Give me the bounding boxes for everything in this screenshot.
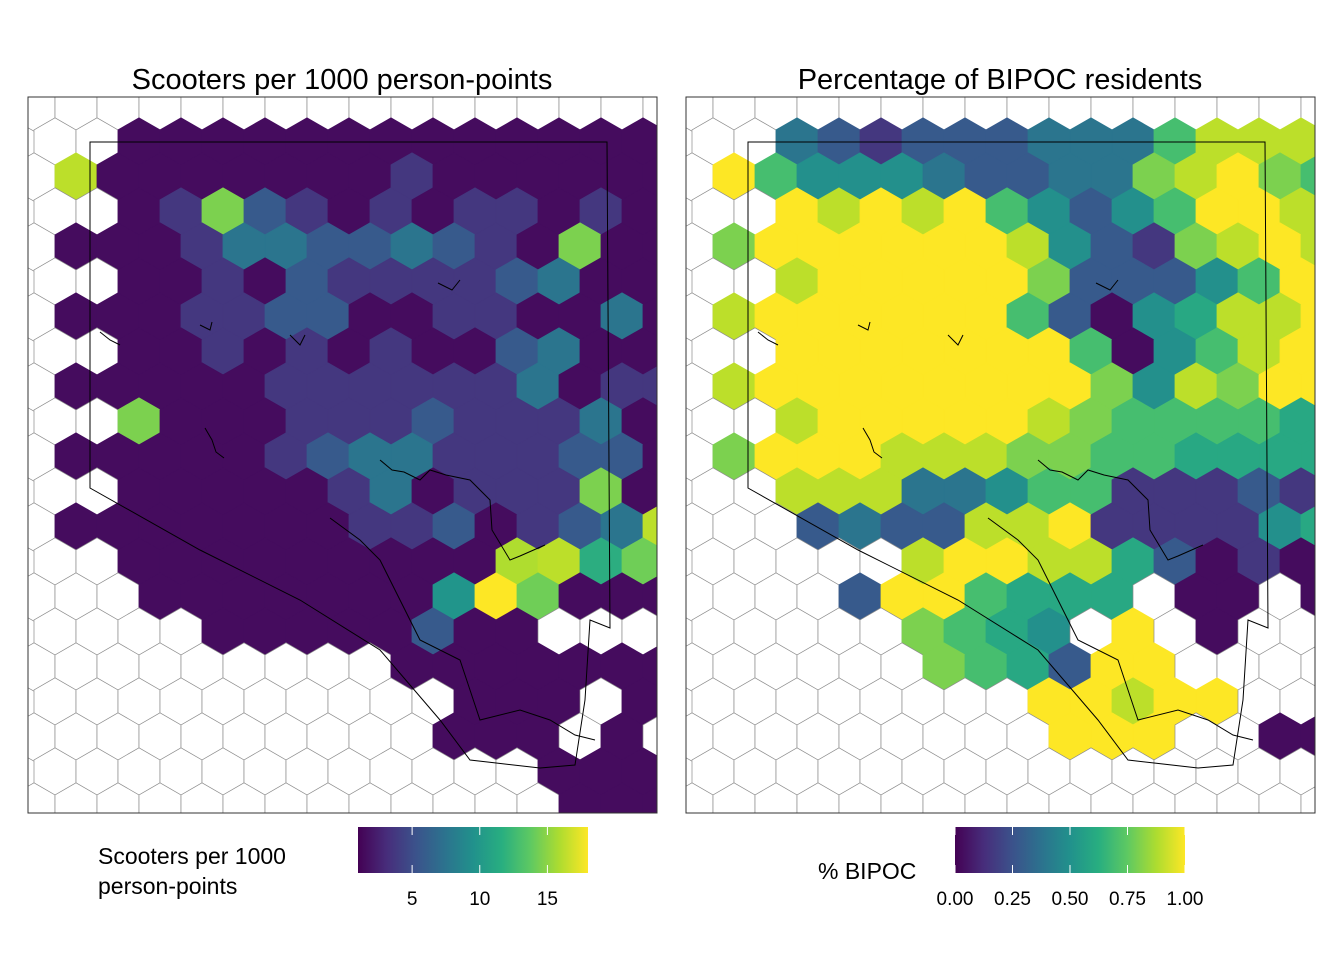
- hex-cell: [1322, 258, 1344, 306]
- legend-scooters: Scooters per 1000 person-points 5 10 15: [98, 827, 588, 910]
- panel-title-bipoc: Percentage of BIPOC residents: [798, 64, 1203, 96]
- hex-cell: [1300, 716, 1315, 758]
- legend-bipoc: % BIPOC 0.00 0.25 0.50 0.75 1.00: [818, 827, 1203, 910]
- hex-cell: [642, 436, 657, 478]
- colorbar-tick-label: 0.00: [937, 889, 974, 910]
- hex-cell: [1322, 538, 1344, 586]
- hex-cell: [1322, 468, 1344, 516]
- hex-cell-empty: [642, 716, 657, 758]
- hex-cell: [642, 576, 657, 618]
- hex-cell: [1322, 118, 1344, 166]
- hex-cell: [1300, 296, 1315, 338]
- hex-cell: [1322, 328, 1344, 376]
- hex-cell-empty: [34, 818, 76, 866]
- hex-cell: [1300, 506, 1315, 548]
- legend-title-line2: person-points: [98, 873, 237, 899]
- hex-cell: [642, 786, 657, 813]
- hex-map-bipoc: [686, 97, 1344, 866]
- hex-cell: [1322, 188, 1344, 236]
- hex-cell-empty: [1322, 678, 1344, 726]
- hex-cell-empty: [1300, 646, 1315, 688]
- hex-cell: [1300, 576, 1315, 618]
- hex-cells-scooters: [28, 97, 790, 866]
- hex-cell: [642, 506, 657, 548]
- hex-cells-bipoc: [686, 97, 1344, 866]
- colorbar-ticks-scooters: 5 10 15: [407, 827, 558, 910]
- colorbar-tick-label: 10: [469, 889, 490, 910]
- colorbar-tick-label: 5: [407, 889, 418, 910]
- hex-cell: [642, 366, 657, 408]
- hex-cell-empty: [1322, 748, 1344, 796]
- hex-cell: [1300, 156, 1315, 198]
- colorbar-tick-label: 15: [537, 889, 558, 910]
- hex-cell: [1322, 398, 1344, 446]
- waterways-scooters: [99, 279, 596, 741]
- legend-title-line1: Scooters per 1000: [98, 843, 286, 869]
- hex-cell: [642, 296, 657, 338]
- hex-cell: [642, 156, 657, 198]
- hex-cell-empty: [1280, 818, 1322, 866]
- colorbar-scooters: [358, 827, 588, 873]
- hex-cell-empty: [1322, 818, 1344, 866]
- hex-cell-empty: [776, 818, 818, 866]
- legend-title-bipoc: % BIPOC: [818, 858, 916, 884]
- hex-cell-empty: [664, 818, 706, 866]
- panel-border-scooters: [27, 96, 658, 814]
- hex-cell-empty: [1300, 786, 1315, 813]
- hex-cell: [642, 646, 657, 688]
- colorbar-tick-label: 1.00: [1167, 889, 1204, 910]
- hex-map-scooters: [28, 97, 790, 866]
- panel-border-bipoc: [685, 96, 1316, 814]
- colorbar-ticks-bipoc: 0.00 0.25 0.50 0.75 1.00: [937, 827, 1204, 910]
- hex-cell-empty: [748, 818, 790, 866]
- hex-cell: [642, 226, 657, 268]
- city-boundary-bipoc: [747, 141, 1269, 769]
- waterways-bipoc: [757, 279, 1254, 741]
- colorbar-tick-label: 0.25: [994, 889, 1031, 910]
- colorbar-tick-label: 0.50: [1052, 889, 1089, 910]
- hex-cell-empty: [622, 818, 664, 866]
- panel-title-scooters: Scooters per 1000 person-points: [132, 64, 553, 96]
- hex-cell-empty: [1238, 818, 1280, 866]
- hex-cell: [1300, 226, 1315, 268]
- hex-cell-empty: [1322, 608, 1344, 656]
- hex-cell-empty: [1196, 818, 1238, 866]
- hex-cell-empty: [286, 818, 328, 866]
- hex-cell: [1300, 366, 1315, 408]
- hex-cell: [1300, 436, 1315, 478]
- city-boundary-scooters: [89, 141, 611, 769]
- hex-cell-empty: [734, 818, 776, 866]
- hex-cell-empty: [692, 818, 734, 866]
- hex-cell-empty: [706, 818, 748, 866]
- colorbar-tick-label: 0.75: [1109, 889, 1146, 910]
